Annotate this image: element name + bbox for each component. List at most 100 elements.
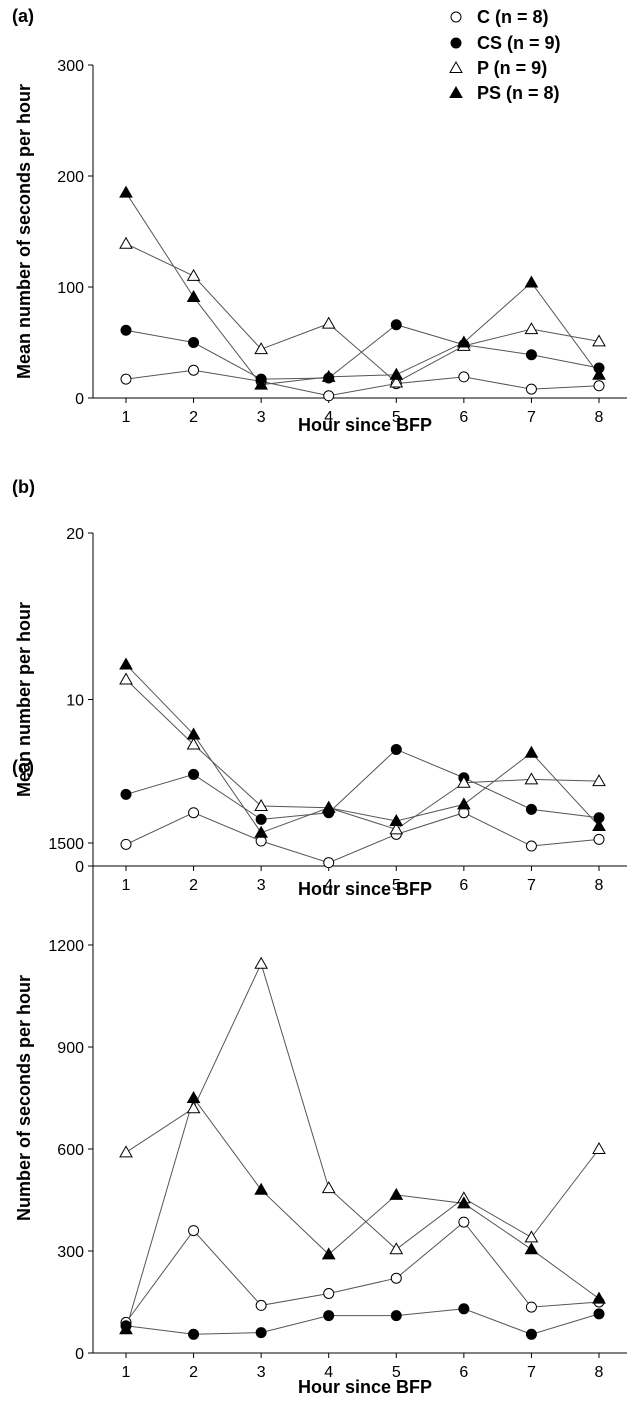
data-point-1-4 [390, 1310, 402, 1322]
legend-label-2: P (n = 9) [477, 58, 547, 78]
data-point-0-1 [188, 364, 200, 376]
data-point-3-1 [186, 289, 201, 302]
y-tick-label: 100 [57, 280, 84, 297]
x-tick-label: 6 [459, 877, 468, 894]
data-point-0-7 [593, 380, 605, 392]
data-point-1-6 [525, 803, 537, 815]
data-point-2-3 [321, 316, 336, 329]
legend-marker-0 [450, 11, 462, 23]
x-tick-label: 1 [122, 1364, 131, 1381]
legend-label-3: PS (n = 8) [477, 83, 560, 103]
series-line-3 [125, 664, 600, 834]
data-point-3-3 [321, 369, 336, 382]
data-point-3-4 [389, 1187, 404, 1200]
y-tick-label: 0 [75, 859, 84, 876]
y-tick-label: 20 [66, 526, 84, 543]
data-point-1-7 [593, 1308, 605, 1320]
legend-marker-2 [449, 60, 463, 73]
data-point-1-6 [525, 1328, 537, 1340]
legend-marker-1 [450, 37, 462, 49]
x-axis-title: Hour since BFP [298, 415, 432, 435]
data-point-2-5 [456, 775, 471, 788]
y-axis-title: Mean number per hour [14, 602, 34, 797]
x-tick-label: 2 [189, 1364, 198, 1381]
x-tick-label: 4 [324, 409, 333, 426]
y-tick-label: 300 [57, 1244, 84, 1261]
data-point-0-0 [120, 373, 132, 385]
y-axis-title: Mean number of seconds per hour [14, 84, 34, 379]
data-point-2-2 [254, 956, 269, 969]
data-point-2-7 [592, 774, 606, 787]
data-point-3-3 [321, 1247, 336, 1260]
y-tick-label: 200 [57, 169, 84, 186]
data-point-1-1 [188, 337, 200, 348]
y-tick-label: 1200 [48, 938, 84, 955]
data-point-3-6 [524, 1242, 539, 1255]
data-point-3-0 [119, 185, 133, 198]
data-point-2-3 [321, 1181, 336, 1194]
series-line-1 [125, 324, 600, 380]
x-tick-label: 8 [595, 877, 604, 894]
data-point-3-5 [456, 335, 471, 348]
data-point-2-1 [186, 737, 201, 750]
x-tick-label: 8 [595, 1364, 604, 1381]
series-line-2 [125, 962, 600, 1250]
data-point-3-5 [456, 1196, 471, 1209]
x-tick-label: 3 [257, 877, 266, 894]
data-point-0-3 [323, 390, 335, 402]
data-point-3-2 [254, 1182, 269, 1195]
x-tick-label: 7 [527, 409, 536, 426]
data-point-1-4 [390, 743, 402, 755]
data-point-3-7 [592, 819, 606, 832]
series-line-0 [125, 812, 600, 864]
data-point-2-6 [524, 322, 539, 335]
x-tick-label: 1 [122, 877, 131, 894]
data-point-0-0 [120, 838, 132, 850]
data-point-3-1 [186, 1090, 201, 1103]
data-point-1-4 [390, 319, 402, 331]
data-point-3-0 [119, 657, 133, 670]
legend-label-0: C (n = 8) [477, 7, 549, 27]
data-point-0-6 [525, 383, 537, 395]
x-tick-label: 6 [459, 1364, 468, 1381]
data-point-1-5 [458, 1303, 470, 1315]
panel-c: 0 300 600 900 1200 1500 1 2 3 4 5 6 7 8 Hour since BFP… [12, 757, 627, 1397]
data-point-3-6 [524, 275, 539, 288]
data-point-0-6 [525, 1301, 537, 1313]
x-tick-label: 3 [257, 409, 266, 426]
panel-label: (b) [12, 477, 35, 497]
data-point-2-4 [389, 375, 404, 388]
data-point-1-0 [120, 788, 132, 800]
data-point-0-1 [188, 807, 200, 819]
series-line-2 [125, 679, 600, 830]
x-tick-label: 7 [527, 1364, 536, 1381]
legend-marker-3 [449, 85, 463, 98]
data-point-1-3 [323, 1310, 335, 1322]
data-point-2-4 [389, 822, 404, 835]
x-tick-label: 5 [392, 1364, 401, 1381]
y-tick-label: 0 [75, 1346, 84, 1363]
y-tick-label: 300 [57, 58, 84, 75]
data-point-3-2 [254, 825, 269, 838]
series-line-1 [125, 748, 600, 820]
data-point-0-1 [188, 1225, 200, 1237]
data-point-3-1 [186, 727, 201, 740]
data-point-3-7 [592, 367, 606, 380]
data-point-3-5 [456, 797, 471, 810]
series-line-2 [125, 243, 600, 384]
data-point-0-4 [390, 1272, 402, 1284]
data-point-2-0 [119, 672, 133, 685]
series-line-0 [125, 369, 600, 397]
x-tick-label: 6 [459, 409, 468, 426]
data-point-3-2 [254, 377, 269, 390]
data-point-3-7 [592, 1291, 606, 1304]
data-point-2-0 [119, 236, 133, 249]
y-tick-label: 600 [57, 1142, 84, 1159]
y-tick-label: 1500 [48, 836, 84, 853]
data-point-2-4 [389, 1242, 404, 1255]
data-point-1-6 [525, 349, 537, 361]
data-point-1-1 [188, 768, 200, 780]
data-point-0-2 [255, 1299, 267, 1311]
x-axis-title: Hour since BFP [298, 1377, 432, 1397]
panel-label: (a) [12, 6, 34, 26]
